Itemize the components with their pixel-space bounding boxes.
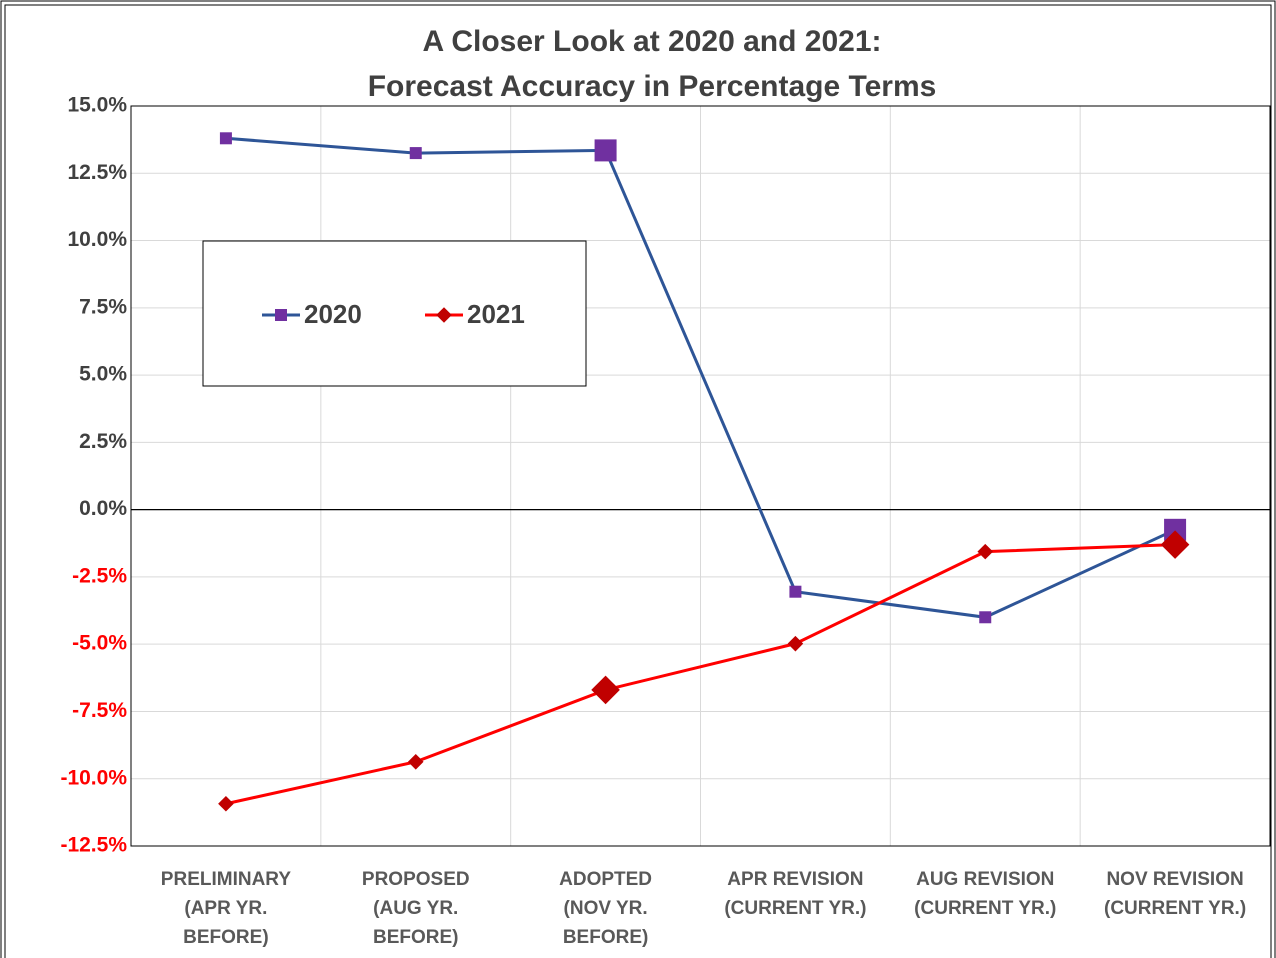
marker [407,753,424,770]
marker [436,307,452,323]
x-tick-label: ADOPTED (NOV YR. BEFORE) [559,869,653,948]
marker [1160,530,1190,559]
legend: 2020 2021 [202,240,587,387]
marker [275,309,287,321]
x-tick-label: APR REVISION (CURRENT YR.) [724,869,867,919]
x-tick-label: PROPOSED (AUG YR. BEFORE) [361,869,470,948]
marker [979,611,992,624]
marker [1164,518,1187,541]
y-tick-label: 12.5% [67,161,127,184]
y-tick-label: 7.5% [79,295,127,318]
x-tick-label: NOV REVISION (CURRENT YR.) [1104,869,1247,919]
x-tick-label: AUG REVISION (CURRENT YR.) [914,869,1057,919]
y-tick-label: 0.0% [79,497,127,520]
plot-frame [130,105,1271,847]
marker [977,543,994,560]
y-tick-label: 15.0% [67,94,127,117]
y-tick-label: 5.0% [79,363,127,386]
inner-frame [4,4,1272,958]
y-tick-label: -12.5% [60,834,127,857]
series-line [225,543,1176,806]
y-tick-label: 2.5% [79,430,127,453]
series-line [225,136,1176,619]
y-tick-label: -7.5% [72,699,127,722]
marker [218,795,234,812]
y-tick-label: -5.0% [72,632,127,655]
marker [789,585,802,598]
y-tick-label: 10.0% [67,228,127,251]
marker [787,635,804,652]
legend-label: 2020 [304,299,362,329]
chart-title: A Closer Look at 2020 and 2021: [422,25,881,58]
marker [591,675,620,705]
legend-box [202,240,587,387]
marker [219,132,232,145]
chart-title: Forecast Accuracy in Percentage Terms [368,70,937,103]
y-tick-label: -2.5% [72,564,127,587]
marker [594,139,617,162]
x-tick-label: PRELIMINARY (APR YR. BEFORE) [160,869,291,948]
marker [409,147,422,160]
y-tick-label: -10.0% [60,766,127,789]
legend-label: 2021 [467,299,525,329]
